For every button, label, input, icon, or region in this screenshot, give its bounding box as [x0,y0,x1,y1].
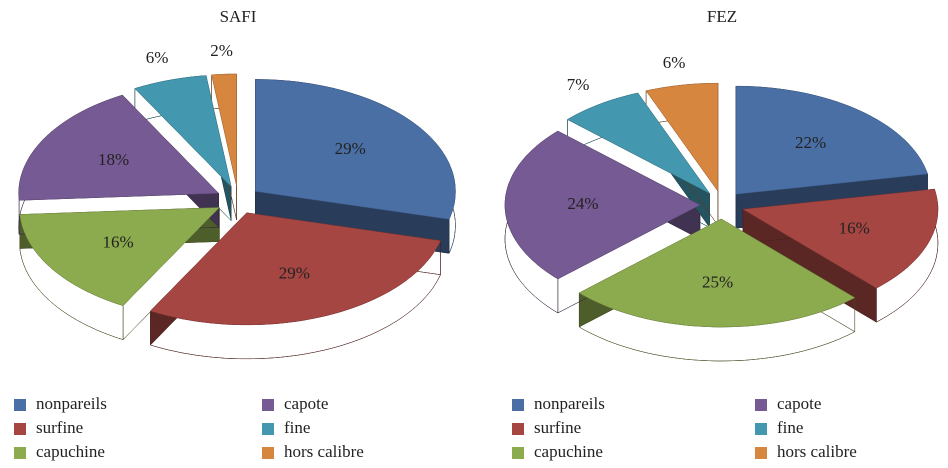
legend-swatch [755,447,767,459]
data-label: 16% [839,218,870,237]
legend-label: capote [284,394,328,413]
data-label: 6% [663,53,686,72]
slice [742,188,939,289]
legend-label: capote [777,394,821,413]
legend-swatch [14,423,26,435]
data-label: 18% [98,150,129,169]
legend-swatch [755,399,767,411]
slice [149,212,441,326]
legend-label: nonpareils [534,394,605,413]
legend-label: hors calibre [284,442,364,461]
slice [735,85,928,195]
legend-label: nonpareils [36,394,107,413]
slice [645,82,719,192]
legend-swatch [262,423,274,435]
legend-swatch [14,447,26,459]
legend-label: fine [284,418,310,437]
legend-swatch [512,423,524,435]
data-label: 24% [567,194,598,213]
legend-label: capuchine [36,442,105,461]
data-label: 7% [567,75,590,94]
chart-title: SAFI [220,7,257,26]
slice [19,207,221,306]
slice [578,218,856,328]
slice [18,94,220,201]
legend-swatch [262,447,274,459]
legend-label: surfine [534,418,581,437]
data-label: 16% [103,232,134,251]
data-label: 29% [335,139,366,158]
slice [504,130,701,280]
legend-swatch [262,399,274,411]
data-label: 22% [795,133,826,152]
legend-swatch [755,423,767,435]
legend-swatch [512,399,524,411]
legend-label: fine [777,418,803,437]
legend-label: capuchine [534,442,603,461]
legend-swatch [14,399,26,411]
data-label: 6% [146,48,169,67]
legend-label: surfine [36,418,83,437]
slice [211,73,237,187]
data-label: 2% [210,41,233,60]
legend-label: hors calibre [777,442,857,461]
slice [566,92,710,194]
data-label: 29% [279,263,310,282]
data-label: 25% [702,273,733,292]
chart-title: FEZ [707,7,737,26]
legend-swatch [512,447,524,459]
slice [134,75,232,188]
slice [255,79,456,220]
